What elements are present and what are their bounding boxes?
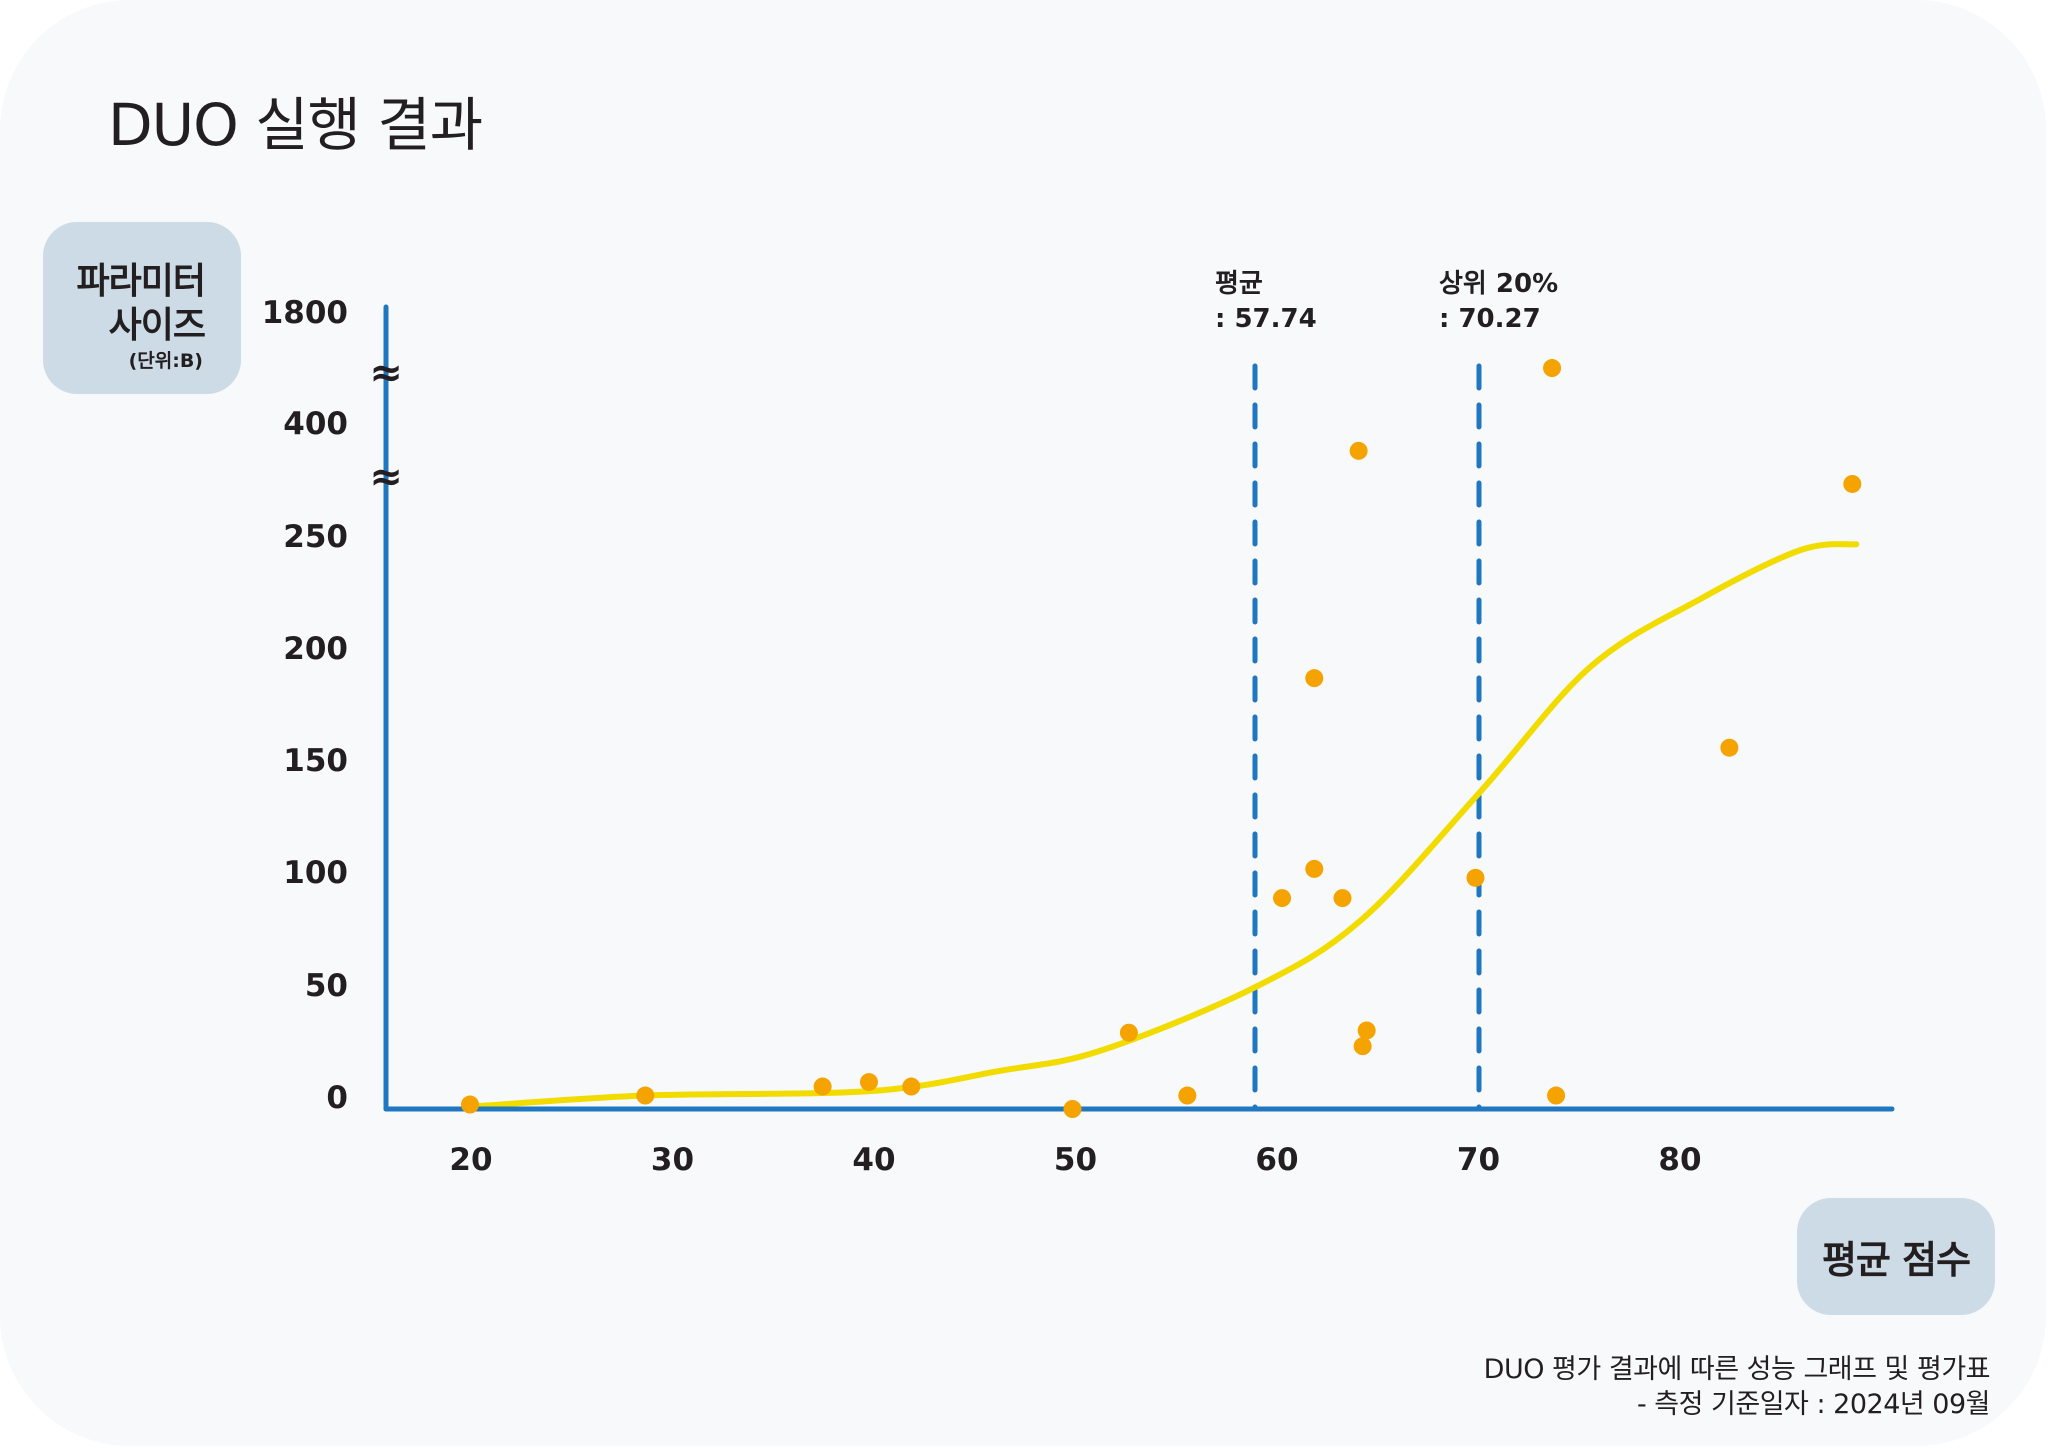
data-point (636, 1086, 655, 1105)
data-point (1305, 859, 1324, 878)
data-point (1119, 1023, 1138, 1042)
y-tick-label: 100 (283, 855, 348, 891)
y-axis-label-box: 파라미터 사이즈 (단위:B) (43, 222, 241, 394)
x-axis-label-box: 평균 점수 (1797, 1198, 1995, 1315)
y-tick-label: 0 (326, 1080, 348, 1116)
data-point (1353, 1037, 1372, 1056)
reference-lines (1252, 363, 1482, 1112)
reference-label-top20-title: 상위 20% (1439, 269, 1558, 299)
footnote-line1: DUO 평가 결과에 따른 성능 그래프 및 평가표 (1483, 1354, 1991, 1385)
y-tick-labels: 0 50 100 150 200 250 400 1800 (262, 295, 348, 1116)
y-axis-label-line2: 사이즈 (108, 305, 206, 346)
data-point (1305, 669, 1324, 688)
data-point (1720, 738, 1739, 757)
x-axis-label: 평균 점수 (1821, 1238, 1971, 1282)
axes (383, 304, 1895, 1112)
data-point (1466, 868, 1485, 887)
data-point (859, 1073, 878, 1092)
x-tick-label: 80 (1658, 1142, 1701, 1178)
x-tick-label: 60 (1255, 1142, 1298, 1178)
data-point (1063, 1100, 1082, 1118)
y-axis-unit: (단위:B) (128, 350, 203, 372)
trend-line-group (467, 541, 1860, 1110)
axis-breaks: ≈≈ (369, 350, 403, 500)
data-point (1333, 889, 1352, 908)
y-axis-label-line1: 파라미터 (76, 261, 206, 302)
scatter-points (461, 359, 1862, 1118)
y-tick-label: 250 (283, 519, 348, 555)
x-tick-label: 30 (651, 1142, 694, 1178)
x-tick-labels: 20 30 40 50 60 70 80 (449, 1142, 1701, 1178)
y-tick-label: 400 (283, 406, 348, 442)
x-tick-label: 20 (449, 1142, 492, 1178)
y-tick-label: 200 (283, 631, 348, 667)
x-tick-label: 40 (852, 1142, 895, 1178)
reference-label-mean-title: 평균 (1215, 269, 1263, 299)
footnote: DUO 평가 결과에 따른 성능 그래프 및 평가표 - 측정 기준일자 : 2… (1483, 1352, 1991, 1422)
data-point (1843, 474, 1862, 493)
reference-label-mean-value: : 57.74 (1215, 304, 1317, 334)
y-tick-label: 1800 (262, 295, 348, 331)
data-point (1543, 359, 1562, 378)
data-point (1547, 1086, 1566, 1105)
reference-label-top20-value: : 70.27 (1439, 304, 1541, 334)
data-point (902, 1077, 921, 1096)
data-point (1178, 1086, 1197, 1105)
reference-annotations: 평균 : 57.74 상위 20% : 70.27 (1215, 269, 1558, 334)
x-tick-label: 50 (1054, 1142, 1097, 1178)
chart-title: DUO 실행 결과 (108, 91, 483, 159)
trend-line (467, 541, 1860, 1110)
data-point (813, 1077, 832, 1096)
data-point (1349, 441, 1368, 460)
axis-break-icon: ≈ (369, 350, 403, 396)
x-tick-label: 70 (1457, 1142, 1500, 1178)
footnote-line2: - 측정 기준일자 : 2024년 09월 (1636, 1389, 1991, 1420)
data-point (1273, 889, 1292, 908)
data-point (1357, 1021, 1376, 1040)
y-tick-label: 150 (283, 743, 348, 779)
axis-break-icon: ≈ (369, 454, 403, 500)
data-point (461, 1095, 479, 1114)
y-tick-label: 50 (305, 968, 348, 1004)
